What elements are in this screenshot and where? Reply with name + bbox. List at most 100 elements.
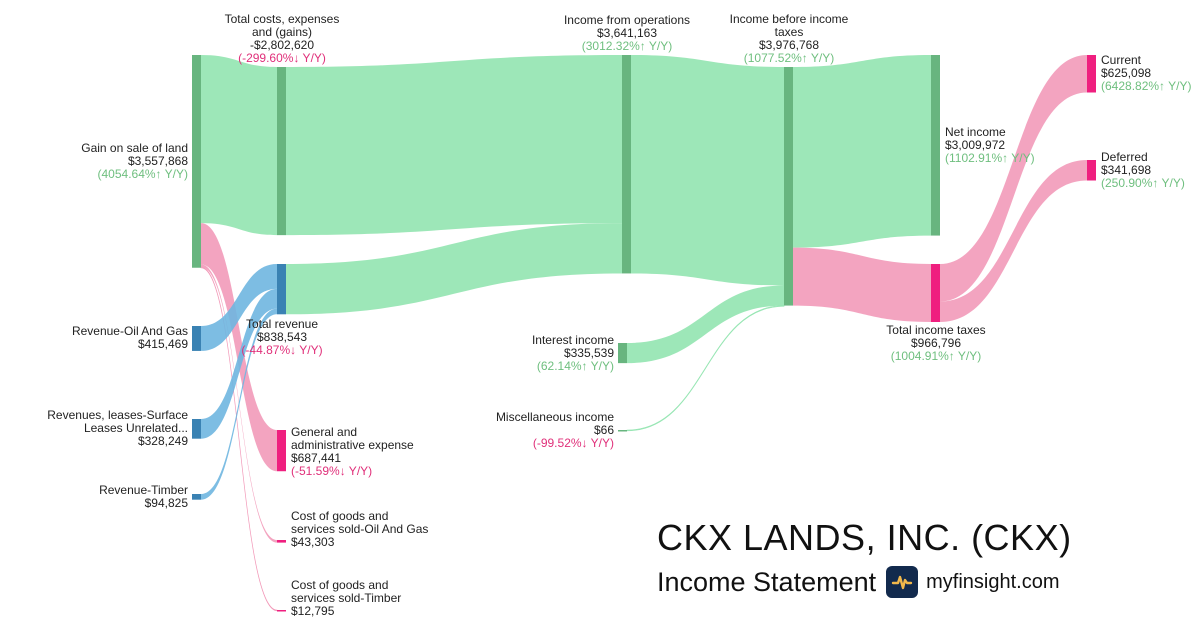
statement-subtitle: Income Statement xyxy=(657,567,877,597)
label-value: $838,543 xyxy=(256,330,308,344)
label-name: Miscellaneous income xyxy=(495,410,614,424)
label-name: Current xyxy=(1101,53,1142,67)
link-total_costs-to-income_ops xyxy=(286,55,622,236)
node-total_costs xyxy=(277,67,286,236)
label-value: $12,795 xyxy=(291,604,335,618)
label-name: Interest income xyxy=(531,333,614,347)
node-misc xyxy=(618,430,627,432)
node-ga xyxy=(277,430,286,472)
link-rev_timber-to-total_revenue xyxy=(201,308,277,500)
link-rev_surface-to-total_revenue xyxy=(201,288,277,439)
node-income_ops xyxy=(622,55,631,274)
label-name: Income from operations xyxy=(563,13,691,27)
sankey-nodes xyxy=(192,55,1096,612)
label-misc: Miscellaneous income $66 (-99.52%↓ Y/Y) xyxy=(496,411,614,450)
label-change: (1102.91%↑ Y/Y) xyxy=(945,151,1035,165)
label-deferred: Deferred $341,698 (250.90%↑ Y/Y) xyxy=(1101,151,1185,190)
label-value: $966,796 xyxy=(910,336,962,350)
link-taxes-to-current xyxy=(940,55,1087,302)
site-name: myfinsight.com xyxy=(926,571,1060,593)
myfinsight-logo-icon xyxy=(886,566,919,598)
label-name: Total revenue xyxy=(245,317,319,331)
link-gain-to-ga xyxy=(201,223,277,472)
label-name: Income before income taxes xyxy=(729,12,849,39)
label-value: $625,098 xyxy=(1101,66,1152,80)
label-ga: General and administrative expense $687,4… xyxy=(291,426,414,478)
node-gain xyxy=(192,55,201,268)
label-name: Gain on sale of land xyxy=(81,141,188,155)
sankey-links xyxy=(200,55,1087,612)
link-total_revenue-to-income_ops xyxy=(286,223,622,315)
label-change: (3012.32%↑ Y/Y) xyxy=(581,39,673,53)
node-rev_surface xyxy=(192,419,201,439)
node-taxes xyxy=(931,264,940,322)
label-name: Net income xyxy=(945,125,1006,139)
subtitle-row: Income Statement myfinsight.com xyxy=(657,566,1072,598)
label-change: (-299.60%↓ Y/Y) xyxy=(238,51,326,65)
link-ibt-to-net_income xyxy=(793,55,931,248)
label-name: Cost of goods and services sold-Timber xyxy=(291,578,402,605)
node-rev_timber xyxy=(192,494,201,500)
label-net_income: Net income $3,009,972 (1102.91%↑ Y/Y) xyxy=(945,126,1035,165)
label-total_costs: Total costs, expenses and (gains) -$2,802… xyxy=(182,13,382,65)
label-income_ops: Income from operations $3,641,163 (3012.32… xyxy=(527,14,727,53)
label-value: $3,557,868 xyxy=(127,154,188,168)
link-rev_oil-to-total_revenue xyxy=(201,264,277,351)
label-interest: Interest income $335,539 (62.14%↑ Y/Y) xyxy=(532,334,614,373)
label-name: General and administrative expense xyxy=(291,425,414,452)
label-value: $66 xyxy=(593,423,614,437)
label-value: -$2,802,620 xyxy=(249,38,315,52)
link-ibt-to-taxes xyxy=(793,247,931,322)
label-total_revenue: Total revenue $838,543 (-44.87%↓ Y/Y) xyxy=(182,318,382,357)
label-name: Revenue-Timber xyxy=(99,483,188,497)
link-taxes-to-deferred xyxy=(940,160,1087,322)
label-value: $328,249 xyxy=(137,434,188,448)
label-change: (-51.59%↓ Y/Y) xyxy=(291,464,373,478)
label-rev_timber: Revenue-Timber $94,825 xyxy=(99,484,188,510)
brand-block: CKX LANDS, INC. (CKX) Income Statement m… xyxy=(657,518,1072,598)
label-change: (1004.91%↑ Y/Y) xyxy=(890,349,982,363)
label-ibt: Income before income taxes $3,976,768 (107… xyxy=(689,13,889,65)
label-value: $341,698 xyxy=(1101,163,1152,177)
label-value: $43,303 xyxy=(291,535,335,549)
label-gain: Gain on sale of land $3,557,868 (4054.64%↑… xyxy=(81,142,188,181)
label-name: Deferred xyxy=(1101,150,1148,164)
label-name: Total income taxes xyxy=(886,323,986,337)
label-taxes: Total income taxes $966,796 (1004.91%↑ Y/Y… xyxy=(836,324,1036,363)
company-title: CKX LANDS, INC. (CKX) xyxy=(657,517,1072,558)
label-value: $94,825 xyxy=(144,496,188,510)
node-current xyxy=(1087,55,1096,93)
link-misc-to-ibt xyxy=(626,305,785,432)
link-interest-to-ibt xyxy=(627,285,784,364)
label-change: (4054.64%↑ Y/Y) xyxy=(97,167,189,181)
node-net_income xyxy=(931,55,940,236)
label-cogs_timber: Cost of goods and services sold-Timber $1… xyxy=(291,579,401,618)
label-change: (-99.52%↓ Y/Y) xyxy=(532,436,614,450)
node-cogs_oil xyxy=(277,540,286,543)
node-interest xyxy=(618,343,627,364)
label-value: $3,641,163 xyxy=(596,26,658,40)
label-name: Total costs, expenses and (gains) xyxy=(224,12,340,39)
node-rev_oil xyxy=(192,326,201,351)
label-value: $687,441 xyxy=(291,451,342,465)
label-current: Current $625,098 (6428.82%↑ Y/Y) xyxy=(1101,54,1192,93)
node-total_revenue xyxy=(277,264,286,315)
label-name: Revenue-Oil And Gas xyxy=(71,324,188,338)
label-value: $3,009,972 xyxy=(945,138,1006,152)
label-name: Revenues, leases-Surface Leases Unrelate… xyxy=(47,408,188,435)
label-rev_oil: Revenue-Oil And Gas $415,469 xyxy=(72,325,188,351)
link-income_ops-to-ibt xyxy=(631,55,784,286)
label-change: (1077.52%↑ Y/Y) xyxy=(743,51,835,65)
label-value: $415,469 xyxy=(137,337,188,351)
link-gain-to-total_costs xyxy=(201,55,277,236)
label-change: (250.90%↑ Y/Y) xyxy=(1101,176,1185,190)
label-value: $335,539 xyxy=(563,346,614,360)
label-change: (-44.87%↓ Y/Y) xyxy=(241,343,323,357)
label-change: (6428.82%↑ Y/Y) xyxy=(1101,79,1192,93)
node-deferred xyxy=(1087,160,1096,181)
node-cogs_timber xyxy=(277,610,286,612)
label-value: $3,976,768 xyxy=(758,38,820,52)
label-rev_surface: Revenues, leases-Surface Leases Unrelate… xyxy=(47,409,188,448)
